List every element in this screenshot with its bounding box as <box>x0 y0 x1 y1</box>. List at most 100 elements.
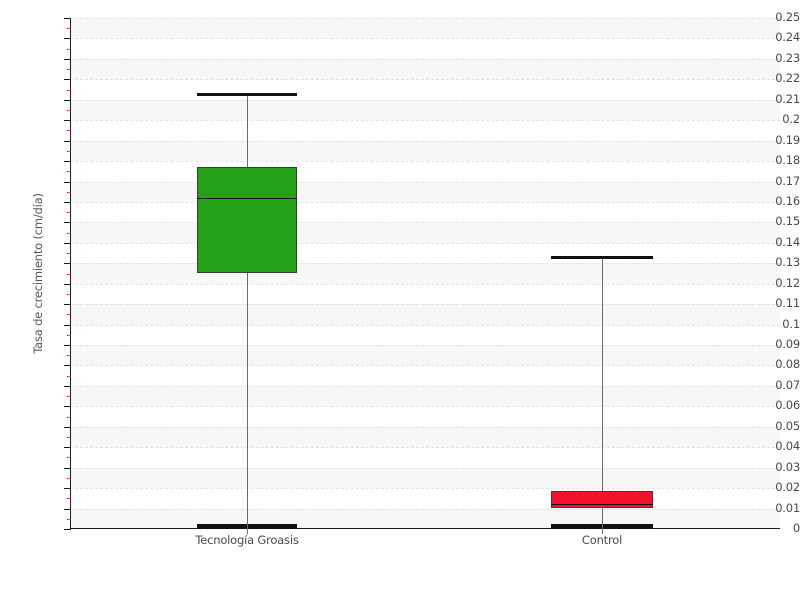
y-axis-tick-label: 0.18 <box>775 153 800 168</box>
y-axis-tick-minor <box>67 314 71 316</box>
y-axis-tick-minor <box>67 150 71 152</box>
gridline <box>70 38 780 40</box>
y-axis-tick-major <box>64 58 71 60</box>
y-axis-tick-label: 0.22 <box>775 71 800 86</box>
gridline <box>70 508 780 510</box>
y-axis-tick-label: 0.19 <box>775 132 800 147</box>
median-line <box>551 503 653 505</box>
x-axis-tick-label: Control <box>581 533 623 547</box>
y-axis-tick-major <box>64 181 71 183</box>
grid-band <box>70 385 780 407</box>
y-axis-tick-minor <box>67 130 71 132</box>
y-axis-tick-minor <box>67 437 71 439</box>
y-axis-tick-label: 0.1 <box>782 316 800 331</box>
y-axis-tick-major <box>64 467 71 469</box>
gridline <box>70 488 780 490</box>
whisker-line <box>247 92 248 529</box>
y-axis-tick-label: 0.08 <box>775 357 800 372</box>
y-axis-tick-minor <box>67 416 71 418</box>
gridline <box>70 304 780 306</box>
y-axis-tick-minor <box>67 191 71 193</box>
y-axis-tick-major <box>64 426 71 428</box>
y-axis-tick-minor <box>67 293 71 295</box>
y-axis-tick-label: 0.13 <box>775 255 800 270</box>
plot-area <box>70 18 780 529</box>
y-axis-tick-minor <box>67 48 71 50</box>
y-axis-tick-label: 0 <box>792 521 800 535</box>
median-line <box>197 197 297 199</box>
y-axis-tick-minor <box>67 273 71 275</box>
y-axis-tick-label: 0.03 <box>775 459 800 474</box>
y-axis-tick-minor <box>67 28 71 30</box>
y-axis-tick-minor <box>67 69 71 71</box>
y-axis-tick-label: 0.15 <box>775 214 800 229</box>
y-axis-tick-major <box>64 242 71 244</box>
y-axis-tick-minor <box>67 232 71 234</box>
whisker-line <box>602 256 603 529</box>
whisker-cap-upper <box>197 92 297 96</box>
y-axis-tick-label: 0.11 <box>775 296 800 311</box>
y-axis-tick-major <box>64 38 71 40</box>
gridline <box>70 79 780 81</box>
gridline <box>70 263 780 265</box>
y-axis-tick-major <box>64 283 71 285</box>
whisker-cap-upper <box>551 256 653 260</box>
y-axis-tick-minor <box>67 355 71 357</box>
gridline <box>70 99 780 101</box>
grid-band <box>70 263 780 284</box>
grid-band <box>70 18 780 39</box>
y-axis-tick-major <box>64 447 71 449</box>
y-axis-tick-label: 0.14 <box>775 234 800 249</box>
y-axis-tick-major <box>64 345 71 347</box>
grid-band <box>70 58 780 80</box>
grid-band <box>70 99 780 121</box>
y-axis-tick-major <box>64 385 71 387</box>
grid-band <box>70 304 780 325</box>
y-axis-tick-label: 0.02 <box>775 480 800 495</box>
y-axis-tick-major <box>64 508 71 510</box>
y-axis-tick-label: 0.16 <box>775 193 800 208</box>
y-axis-tick-major <box>64 222 71 224</box>
y-axis-tick-major <box>64 140 71 142</box>
y-axis-tick-major <box>64 406 71 408</box>
grid-band <box>70 426 780 448</box>
y-axis-tick-minor <box>67 457 71 459</box>
gridline <box>70 447 780 449</box>
box-iqr <box>197 167 297 274</box>
y-axis-tick-major <box>64 365 71 367</box>
y-axis-tick-label: 0.07 <box>775 377 800 392</box>
gridline <box>70 426 780 428</box>
grid-band <box>70 140 780 162</box>
y-axis-tick-minor <box>67 212 71 214</box>
y-axis-tick-major <box>64 120 71 122</box>
y-axis-tick-label: 0.23 <box>775 50 800 65</box>
y-axis-tick-label: 0.21 <box>775 91 800 106</box>
box-iqr <box>551 491 653 508</box>
y-axis-tick-minor <box>67 396 71 398</box>
y-axis-tick-major <box>64 529 71 530</box>
gridline <box>70 242 780 244</box>
y-axis-tick-label: 0.24 <box>775 30 800 45</box>
y-axis-tick-major <box>64 304 71 306</box>
gridline <box>70 324 780 326</box>
y-axis-tick-label: 0.12 <box>775 275 800 290</box>
y-axis-tick-minor <box>67 109 71 111</box>
gridline <box>70 406 780 408</box>
y-axis-tick-minor <box>67 498 71 500</box>
gridline <box>70 467 780 469</box>
gridline <box>70 120 780 122</box>
grid-band <box>70 181 780 202</box>
y-axis-tick-label: 0.05 <box>775 418 800 433</box>
y-axis-tick-minor <box>67 89 71 91</box>
gridline <box>70 385 780 387</box>
y-axis-tick-major <box>64 201 71 203</box>
y-axis-tick-minor <box>67 334 71 336</box>
gridline <box>70 345 780 347</box>
y-axis-tick-major <box>64 263 71 265</box>
y-axis-tick-major <box>64 324 71 326</box>
y-axis-tick-label: 0.04 <box>775 439 800 454</box>
grid-band <box>70 467 780 489</box>
gridline <box>70 222 780 224</box>
y-axis-tick-label: 0.01 <box>775 500 800 515</box>
